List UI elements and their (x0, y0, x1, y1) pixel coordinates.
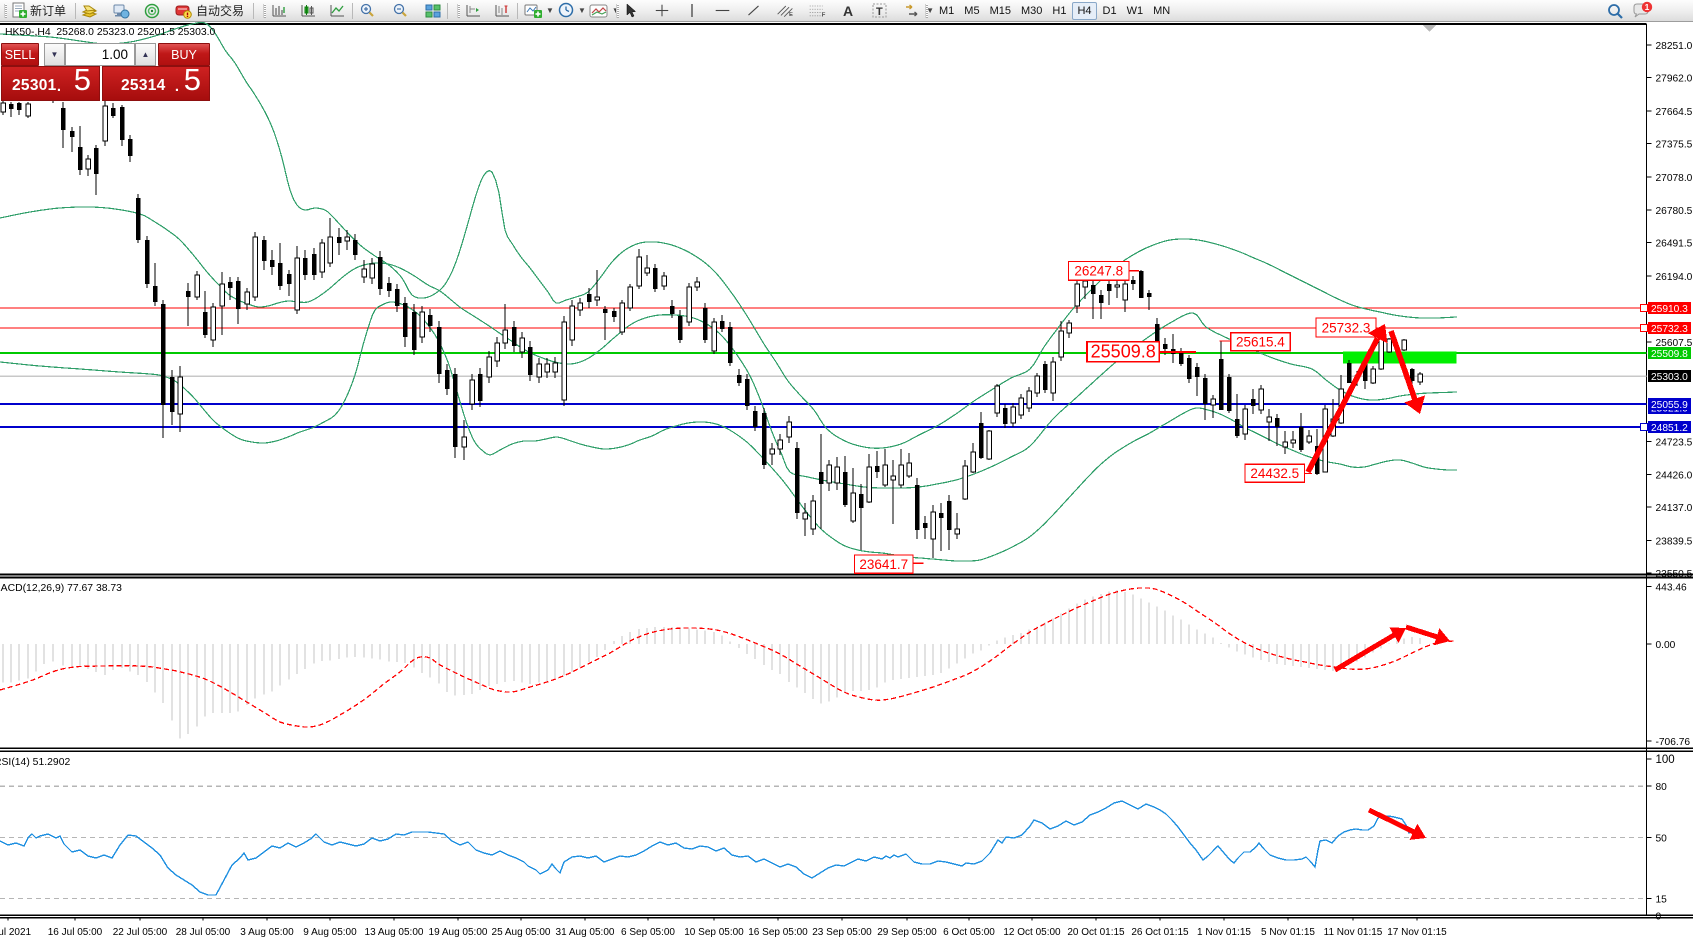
svg-text:11 Nov 01:15: 11 Nov 01:15 (1324, 927, 1383, 938)
svg-text:8 Jul 2021: 8 Jul 2021 (0, 927, 32, 938)
svg-text:27962.0: 27962.0 (1656, 74, 1693, 85)
svg-text:E: E (789, 12, 793, 18)
svg-text:26 Oct 01:15: 26 Oct 01:15 (1131, 927, 1189, 938)
svg-text:27664.5: 27664.5 (1656, 107, 1693, 118)
svg-text:1: 1 (1645, 2, 1650, 12)
svg-text:6 Oct 05:00: 6 Oct 05:00 (943, 927, 995, 938)
svg-text:3 Aug 05:00: 3 Aug 05:00 (240, 927, 294, 938)
svg-text:6 Sep 05:00: 6 Sep 05:00 (621, 927, 675, 938)
svg-text:MACD(12,26,9) 77.67 38.73: MACD(12,26,9) 77.67 38.73 (0, 583, 122, 594)
svg-text:29 Sep 05:00: 29 Sep 05:00 (877, 927, 937, 938)
svg-text:28251.0: 28251.0 (1656, 41, 1693, 52)
svg-text:16 Sep 05:00: 16 Sep 05:00 (748, 927, 808, 938)
svg-text:F: F (822, 13, 826, 19)
svg-text:24426.0: 24426.0 (1656, 471, 1693, 482)
svg-text:100: 100 (1656, 754, 1675, 766)
svg-text:80: 80 (1656, 782, 1668, 793)
svg-text:5 Nov 01:15: 5 Nov 01:15 (1261, 927, 1315, 938)
svg-text:26194.0: 26194.0 (1656, 272, 1693, 283)
svg-text:25303.0: 25303.0 (1651, 372, 1688, 383)
svg-text:25732.3: 25732.3 (1322, 320, 1371, 335)
svg-text:27375.5: 27375.5 (1656, 139, 1693, 150)
svg-text:19 Aug 05:00: 19 Aug 05:00 (429, 927, 488, 938)
svg-text:9 Aug 05:00: 9 Aug 05:00 (303, 927, 357, 938)
svg-text:26247.8: 26247.8 (1074, 264, 1123, 279)
svg-text:12 Oct 05:00: 12 Oct 05:00 (1003, 927, 1061, 938)
svg-text:24851.2: 24851.2 (1651, 423, 1688, 434)
svg-text:10 Sep 05:00: 10 Sep 05:00 (684, 927, 744, 938)
svg-text:26491.5: 26491.5 (1656, 239, 1693, 250)
svg-text:27078.0: 27078.0 (1656, 173, 1693, 184)
svg-text:28 Jul 05:00: 28 Jul 05:00 (176, 927, 231, 938)
svg-text:17 Nov 01:15: 17 Nov 01:15 (1387, 927, 1447, 938)
svg-text:25509.8: 25509.8 (1651, 349, 1688, 360)
svg-text:-706.76: -706.76 (1656, 737, 1691, 748)
svg-text:443.46: 443.46 (1656, 582, 1687, 593)
svg-text:25910.3: 25910.3 (1651, 304, 1688, 315)
svg-text:25509.8: 25509.8 (1091, 342, 1156, 362)
svg-text:0.00: 0.00 (1656, 640, 1676, 651)
svg-text:16 Jul 05:00: 16 Jul 05:00 (48, 927, 103, 938)
svg-text:RSI(14) 51.2902: RSI(14) 51.2902 (0, 757, 70, 768)
svg-text:24723.5: 24723.5 (1656, 437, 1693, 448)
svg-text:25607.5: 25607.5 (1656, 338, 1693, 349)
svg-text:T: T (876, 6, 883, 18)
svg-text:24137.0: 24137.0 (1656, 503, 1693, 514)
svg-text:23550.5: 23550.5 (1656, 569, 1693, 580)
svg-text:31 Aug 05:00: 31 Aug 05:00 (556, 927, 615, 938)
svg-text:25 Aug 05:00: 25 Aug 05:00 (492, 927, 551, 938)
svg-text:23641.7: 23641.7 (859, 557, 908, 572)
svg-text:25615.4: 25615.4 (1236, 335, 1285, 350)
svg-text:50: 50 (1656, 833, 1668, 844)
svg-text:23839.5: 23839.5 (1656, 537, 1693, 548)
svg-text:25732.3: 25732.3 (1651, 324, 1688, 335)
svg-text:25055.9: 25055.9 (1651, 400, 1688, 411)
svg-text:20 Oct 01:15: 20 Oct 01:15 (1067, 927, 1125, 938)
svg-text:13 Aug 05:00: 13 Aug 05:00 (365, 927, 424, 938)
svg-text:1 Nov 01:15: 1 Nov 01:15 (1197, 927, 1251, 938)
svg-text:24432.5: 24432.5 (1250, 466, 1299, 481)
svg-text:23 Sep 05:00: 23 Sep 05:00 (812, 927, 872, 938)
svg-text:22 Jul 05:00: 22 Jul 05:00 (113, 927, 168, 938)
svg-text:HK50-,H4 25268.0 25323.0 2520: HK50-,H4 25268.0 25323.0 25201.5 25303.0 (5, 27, 216, 38)
svg-text:26780.5: 26780.5 (1656, 206, 1693, 217)
svg-text:0: 0 (1656, 912, 1662, 923)
svg-text:15: 15 (1656, 894, 1668, 905)
